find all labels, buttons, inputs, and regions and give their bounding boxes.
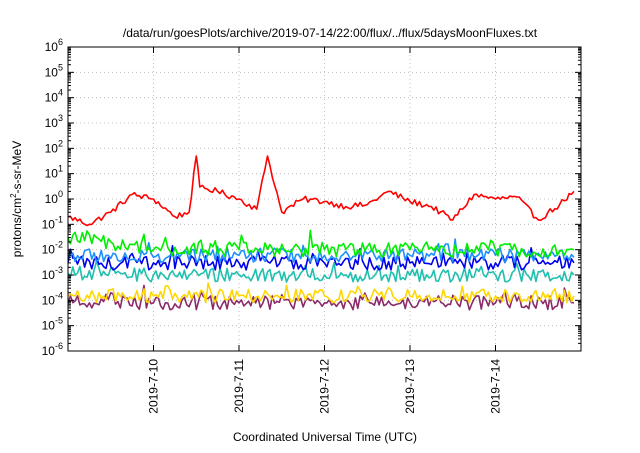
y-tick-base: 10 (45, 91, 59, 105)
y-tick-exponent: -1 (55, 214, 63, 224)
y-tick-label: 102 (45, 138, 63, 155)
y-tick-label: 10-4 (42, 290, 63, 307)
y-tick-label: 100 (45, 189, 63, 206)
y-tick-exponent: 4 (58, 88, 63, 98)
y-tick-exponent: -4 (55, 290, 63, 300)
y-axis: 10-610-510-410-310-210-11001011021031041… (42, 37, 581, 358)
y-tick-base: 10 (45, 167, 59, 181)
y-tick-base: 10 (45, 40, 59, 54)
y-axis-label-rest: -s-sr-MeV (10, 141, 24, 194)
y-tick-label: 10-3 (42, 265, 63, 282)
y-tick-label: 106 (45, 37, 63, 54)
series-line-1 (68, 155, 575, 227)
y-tick-exponent: -6 (55, 341, 63, 351)
y-tick-exponent: 5 (58, 62, 63, 72)
x-tick-label: 2019-7-10 (147, 359, 161, 414)
y-tick-base: 10 (42, 243, 56, 257)
y-tick-exponent: 2 (58, 138, 63, 148)
y-tick-label: 10-5 (42, 316, 63, 333)
y-axis-label-main: protons/cm (10, 198, 24, 257)
series-line-5 (68, 260, 575, 283)
y-tick-base: 10 (42, 217, 56, 231)
y-tick-base: 10 (42, 293, 56, 307)
series-layer (68, 155, 575, 311)
series-line-4 (68, 245, 575, 271)
series-line-7 (68, 284, 574, 311)
y-tick-base: 10 (42, 319, 56, 333)
y-tick-label: 10-1 (42, 214, 63, 231)
y-tick-base: 10 (45, 192, 59, 206)
x-tick-label: 2019-7-14 (489, 359, 503, 414)
y-tick-base: 10 (45, 65, 59, 79)
y-axis-label: protons/cm2-s-sr-MeV (9, 141, 24, 257)
y-tick-exponent: -5 (55, 316, 63, 326)
x-axis: 2019-7-10 2019-7-11 2019-7-12 2019-7-13 2019… (147, 47, 503, 414)
y-tick-exponent: 3 (58, 113, 63, 123)
y-tick-base: 10 (42, 344, 56, 358)
y-tick-base: 10 (45, 141, 59, 155)
y-tick-label: 104 (45, 88, 63, 105)
y-tick-label: 101 (45, 164, 63, 181)
y-tick-base: 10 (42, 268, 56, 282)
y-tick-base: 10 (45, 116, 59, 130)
x-tick-label: 2019-7-12 (318, 359, 332, 414)
y-tick-exponent: -2 (55, 240, 63, 250)
y-tick-label: 10-6 (42, 341, 63, 358)
chart-title: /data/run/goesPlots/archive/2019-07-14/2… (123, 26, 538, 40)
y-tick-exponent: 6 (58, 37, 63, 47)
x-axis-label: Coordinated Universal Time (UTC) (233, 430, 417, 444)
y-tick-label: 10-2 (42, 240, 63, 257)
series-line-3 (68, 238, 575, 264)
x-tick-label: 2019-7-13 (403, 359, 417, 414)
series-line-2 (68, 229, 575, 258)
x-tick-label: 2019-7-11 (232, 359, 246, 413)
y-tick-label: 105 (45, 62, 63, 79)
y-tick-exponent: -3 (55, 265, 63, 275)
series-line-6 (68, 282, 575, 304)
y-tick-exponent: 0 (58, 189, 63, 199)
y-tick-label: 103 (45, 113, 63, 130)
y-axis-label-sup: 2 (9, 193, 18, 198)
y-tick-exponent: 1 (58, 164, 63, 174)
